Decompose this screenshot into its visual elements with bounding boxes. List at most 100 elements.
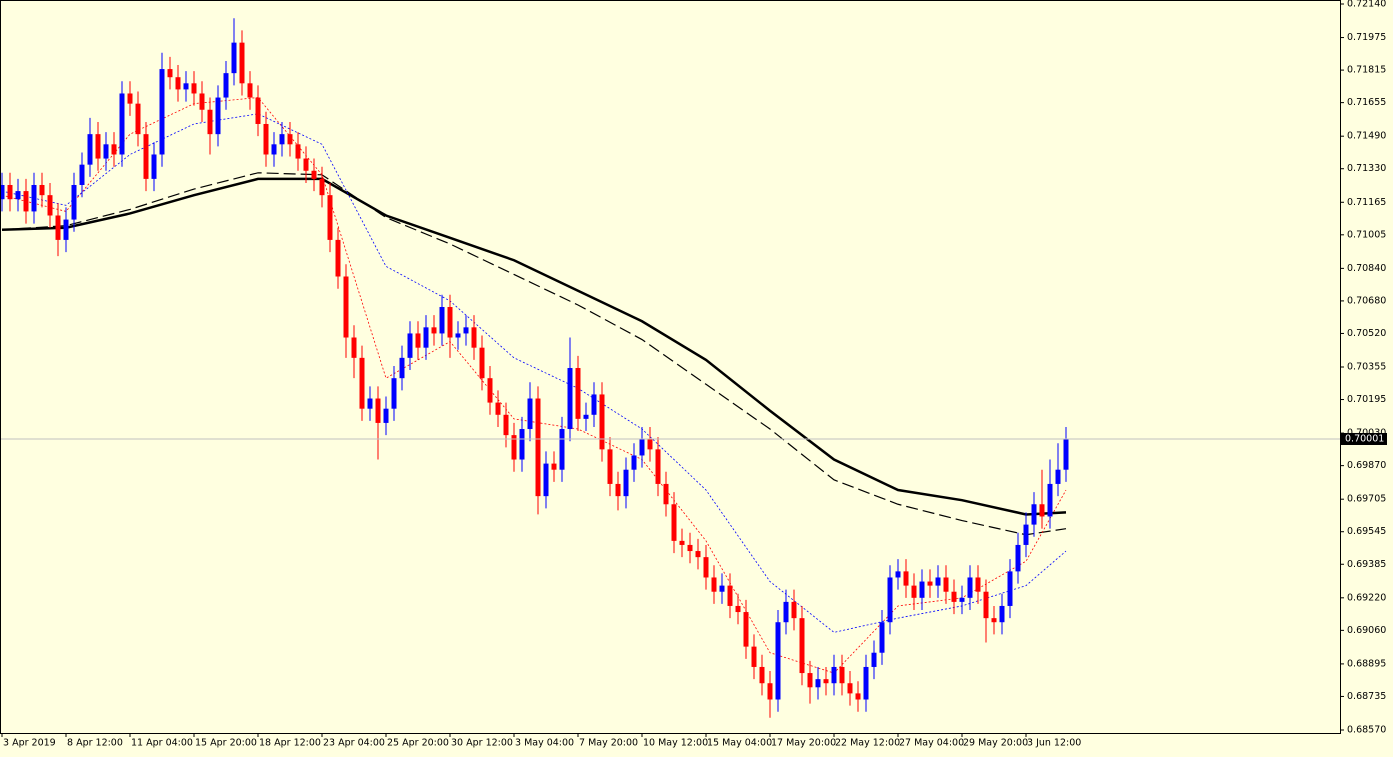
x-tick-label: 15 May 04:00 [707, 738, 772, 749]
candle-body [391, 378, 397, 409]
candle-body [1055, 469, 1061, 484]
candle-body [775, 622, 781, 700]
candle-body [159, 69, 165, 155]
candle-body [495, 402, 501, 415]
candle-body [87, 134, 93, 165]
candle-body [223, 73, 229, 98]
y-tick-label: 0.69060 [1347, 625, 1386, 636]
candle-body [255, 97, 261, 124]
candle-body [183, 83, 189, 90]
candle-body [287, 134, 293, 145]
candle-body [247, 83, 253, 98]
candle-body [71, 184, 77, 220]
candle-body [263, 123, 269, 155]
x-tick-label: 25 Apr 20:00 [387, 738, 449, 749]
candle-body [15, 191, 21, 200]
candle-body [991, 618, 997, 623]
candle-body [1023, 524, 1029, 545]
candle-body [335, 239, 341, 277]
y-tick-label: 0.70840 [1347, 263, 1386, 274]
candle-body [871, 652, 877, 667]
y-tick-label: 0.70680 [1347, 295, 1386, 306]
candle-body [47, 195, 53, 216]
x-tick-label: 30 Apr 12:00 [451, 738, 513, 749]
candle-body [1063, 439, 1069, 470]
candle-body [231, 42, 237, 74]
candle-body [407, 333, 413, 358]
candle-body [903, 571, 909, 586]
x-tick-label: 29 May 20:00 [963, 738, 1028, 749]
y-tick-label: 0.68570 [1347, 725, 1386, 736]
candle-body [1039, 504, 1045, 517]
candle-body [175, 77, 181, 90]
candle-body [855, 693, 861, 700]
candle-body [359, 357, 365, 409]
candle-body [967, 577, 973, 598]
candle-body [63, 219, 69, 240]
candle-body [447, 307, 453, 338]
moving-average [1, 177, 1067, 516]
y-tick-label: 0.69385 [1347, 559, 1386, 570]
candle-body [935, 577, 941, 586]
candle-body [679, 540, 685, 545]
y-tick-label: 0.69220 [1347, 592, 1386, 603]
candle-body [591, 394, 597, 415]
candle-body [383, 408, 389, 423]
x-tick-label: 3 May 04:00 [515, 738, 574, 749]
candle-body [55, 215, 61, 240]
candle-body [303, 158, 309, 171]
candle-body [127, 93, 133, 104]
candle-body [711, 577, 717, 592]
candle-body [431, 327, 437, 334]
candle-body [783, 601, 789, 623]
candle-body [839, 666, 845, 684]
candle-body [983, 591, 989, 619]
candle-body [663, 483, 669, 505]
x-tick-label: 18 Apr 12:00 [259, 738, 321, 749]
candle-body [279, 134, 285, 145]
x-tick-label: 3 Apr 2019 [3, 738, 56, 749]
candle-body [895, 571, 901, 578]
candle-body [135, 103, 141, 135]
candle-body [439, 307, 445, 334]
candle-body [455, 333, 461, 338]
y-tick-label: 0.71330 [1347, 163, 1386, 174]
y-tick-label: 0.69545 [1347, 526, 1386, 537]
candle-body [759, 666, 765, 684]
candle-body [143, 134, 149, 179]
candle-body [687, 544, 693, 552]
candle-body [719, 585, 725, 592]
candle-body [567, 368, 573, 430]
candle-body [999, 605, 1005, 623]
candle-body [311, 170, 317, 179]
candle-body [847, 683, 853, 694]
candle-body [639, 439, 645, 456]
candle-body [31, 184, 37, 212]
candle-body [575, 368, 581, 419]
x-tick-label: 8 Apr 12:00 [67, 738, 123, 749]
candle-body [151, 154, 157, 179]
y-tick-label: 0.72140 [1347, 0, 1386, 10]
x-tick-label: 3 Jun 12:00 [1027, 738, 1081, 749]
y-tick-label: 0.71815 [1347, 65, 1386, 76]
y-tick-label: 0.71490 [1347, 131, 1386, 142]
candle-body [735, 605, 741, 613]
candle-body [103, 144, 109, 159]
candle-body [511, 435, 517, 460]
candle-body [463, 327, 469, 334]
candle-body [727, 585, 733, 606]
candle-body [111, 144, 117, 155]
candle-body [583, 414, 589, 419]
candle-body [791, 601, 797, 619]
candle-body [351, 337, 357, 358]
candle-body [879, 622, 885, 653]
candle-body [927, 581, 933, 586]
candle-body [191, 83, 197, 94]
candle-body [1031, 504, 1037, 525]
candle-body [479, 347, 485, 379]
candle-body [943, 577, 949, 592]
candle-body [1047, 483, 1053, 517]
candle-body [799, 618, 805, 674]
candle-body [503, 414, 509, 436]
